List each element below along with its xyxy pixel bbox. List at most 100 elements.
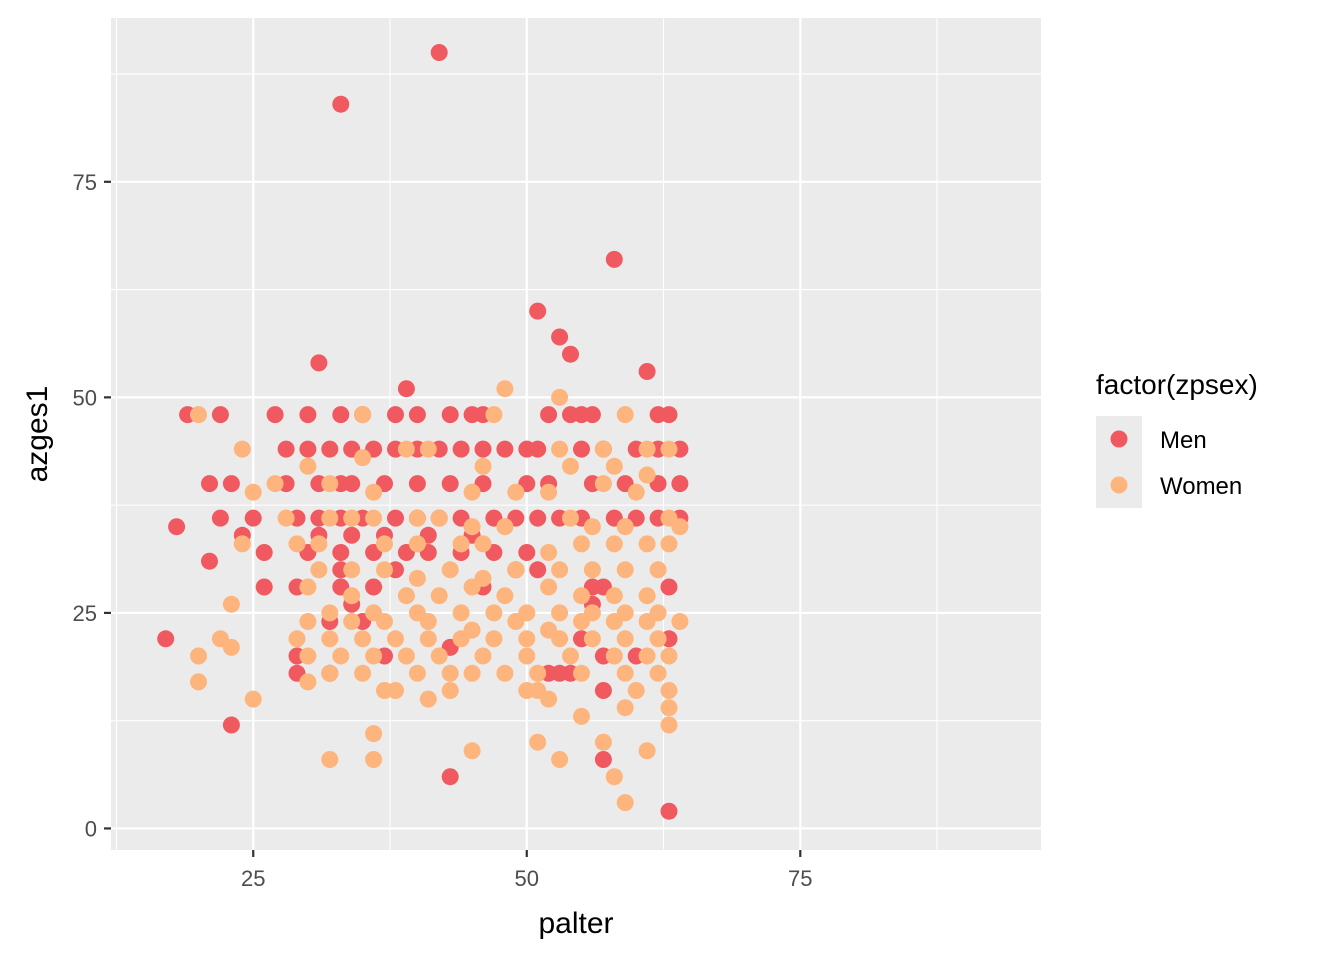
point-women (441, 561, 459, 579)
point-women (321, 475, 339, 493)
point-women (332, 647, 350, 665)
point-men (573, 440, 590, 458)
point-women (638, 466, 656, 484)
legend-key-men (1110, 430, 1128, 448)
point-men (343, 475, 361, 493)
legend-label-women: Women (1160, 473, 1242, 500)
point-men (660, 578, 678, 596)
point-women (376, 561, 393, 579)
point-men (474, 440, 492, 458)
point-men (562, 345, 579, 363)
point-women (288, 535, 306, 553)
point-women (616, 406, 634, 424)
point-women (343, 587, 361, 605)
point-women (660, 647, 678, 665)
point-men (540, 406, 558, 424)
point-women (222, 638, 240, 656)
point-men (441, 768, 459, 786)
point-women (288, 630, 306, 648)
point-women (452, 604, 470, 622)
point-women (551, 604, 569, 622)
point-men (529, 302, 547, 320)
point-women (430, 587, 448, 605)
point-men (671, 475, 689, 493)
point-women (310, 561, 328, 579)
point-women (551, 561, 569, 579)
x-tick-label: 75 (788, 866, 812, 891)
point-women (485, 406, 503, 424)
point-women (573, 664, 590, 682)
point-women (573, 707, 590, 725)
point-women (562, 509, 579, 527)
point-men (255, 544, 273, 561)
legend-label-men: Men (1160, 427, 1207, 454)
point-women (190, 673, 207, 691)
point-women (408, 509, 426, 527)
point-women (190, 406, 207, 424)
point-women (233, 535, 251, 553)
point-women (551, 630, 569, 648)
point-women (507, 561, 525, 579)
point-women (321, 664, 339, 682)
point-women (365, 751, 383, 768)
point-women (540, 690, 558, 708)
point-women (408, 535, 426, 553)
point-women (321, 604, 339, 622)
point-men (529, 440, 547, 458)
point-women (616, 630, 634, 648)
point-women (551, 751, 569, 768)
point-men (594, 682, 612, 699)
point-women (463, 578, 481, 596)
point-women (343, 613, 361, 630)
point-women (529, 664, 547, 682)
point-women (583, 561, 601, 579)
point-women (605, 587, 623, 605)
point-women (441, 664, 459, 682)
point-women (222, 595, 240, 613)
point-women (266, 475, 284, 493)
point-men (408, 406, 426, 424)
point-women (354, 664, 372, 682)
point-men (255, 578, 273, 596)
point-women (397, 647, 415, 665)
point-men (277, 440, 295, 458)
point-women (660, 699, 678, 717)
point-men (201, 475, 218, 493)
point-women (441, 682, 459, 699)
point-women (299, 673, 317, 691)
point-women (463, 518, 481, 536)
point-men (551, 328, 569, 346)
point-women (299, 578, 317, 596)
point-women (627, 483, 645, 501)
point-women (463, 742, 481, 760)
point-women (573, 535, 590, 553)
point-women (649, 561, 667, 579)
point-women (496, 587, 514, 605)
point-women (616, 561, 634, 579)
point-men (441, 406, 459, 424)
point-men (244, 509, 262, 527)
point-women (551, 440, 569, 458)
point-women (430, 509, 448, 527)
point-men (518, 544, 536, 561)
point-women (408, 569, 426, 587)
x-axis-title: palter (538, 907, 613, 940)
point-women (299, 613, 317, 630)
point-women (376, 613, 393, 630)
point-women (649, 630, 667, 648)
y-axis-title: azges1 (21, 386, 54, 483)
point-women (343, 509, 361, 527)
point-women (649, 664, 667, 682)
point-men (430, 44, 448, 61)
point-women (365, 725, 383, 743)
point-men (660, 406, 678, 424)
point-women (343, 561, 361, 579)
point-women (474, 457, 492, 475)
point-men (452, 440, 470, 458)
point-men (583, 406, 601, 424)
major-gridlines (111, 18, 1041, 850)
point-men (441, 475, 459, 493)
point-women (507, 613, 525, 630)
point-women (616, 518, 634, 536)
